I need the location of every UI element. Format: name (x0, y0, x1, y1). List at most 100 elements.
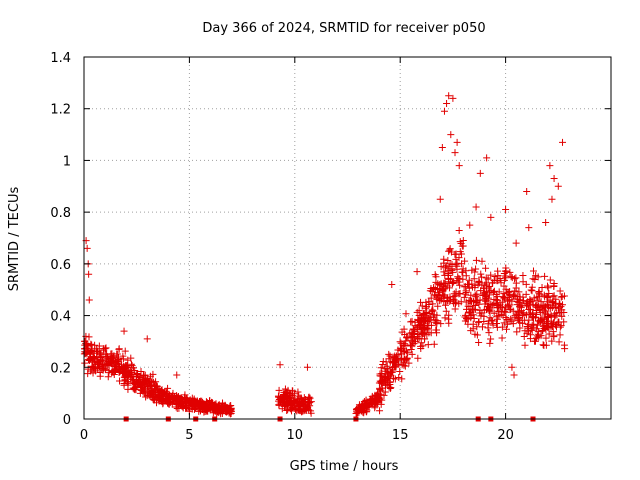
axis-ticks (83, 56, 611, 420)
data-point (548, 195, 556, 203)
data-point (129, 376, 137, 384)
data-point (132, 386, 140, 394)
data-point (386, 378, 394, 386)
data-point (430, 283, 438, 291)
data-point (534, 328, 542, 336)
data-point (471, 281, 479, 289)
data-point (550, 292, 558, 300)
data-point (493, 319, 501, 327)
data-point (493, 277, 501, 285)
data-point (159, 390, 167, 398)
data-point (133, 379, 141, 387)
data-point (515, 288, 523, 296)
data-point (105, 361, 113, 369)
data-points (80, 92, 569, 418)
data-point (96, 369, 104, 377)
data-point (444, 271, 452, 279)
data-point (136, 389, 144, 397)
data-point (413, 268, 421, 276)
data-point (398, 375, 406, 383)
data-point (424, 341, 432, 349)
data-point (474, 318, 482, 326)
data-point (471, 330, 479, 338)
data-point (471, 302, 479, 310)
data-point (277, 396, 285, 404)
data-point (294, 403, 302, 411)
data-point (121, 368, 129, 376)
data-point (502, 325, 510, 333)
data-point (462, 283, 470, 291)
data-point (85, 296, 93, 304)
data-point (84, 356, 92, 364)
data-point (158, 387, 166, 395)
data-point (544, 282, 552, 290)
data-point (388, 281, 396, 289)
data-point (276, 361, 284, 369)
data-point (451, 300, 459, 308)
data-point (470, 275, 478, 283)
data-point (115, 369, 123, 377)
data-point (95, 363, 103, 371)
data-point (521, 341, 529, 349)
data-point (429, 300, 437, 308)
data-point (555, 318, 563, 326)
y-tick-label: 1.2 (50, 103, 71, 118)
data-point (531, 302, 539, 310)
data-point (558, 292, 566, 300)
data-point (429, 307, 437, 315)
data-point (504, 293, 512, 301)
data-point (493, 323, 501, 331)
data-point (362, 397, 370, 405)
data-point (133, 371, 141, 379)
data-point (408, 336, 416, 344)
data-point (408, 350, 416, 358)
data-point (381, 388, 389, 396)
data-point (511, 275, 519, 283)
x-axis-label: GPS time / hours (290, 459, 399, 474)
data-point (554, 182, 562, 190)
data-point (408, 317, 416, 325)
data-point (302, 404, 310, 412)
data-point (418, 331, 426, 339)
data-point (519, 319, 527, 327)
data-point (544, 293, 552, 301)
data-point (486, 283, 494, 291)
data-point (456, 275, 464, 283)
data-point (407, 342, 415, 350)
data-point (395, 373, 403, 381)
data-point (140, 372, 148, 380)
data-point (465, 284, 473, 292)
data-point (388, 368, 396, 376)
data-point (451, 149, 459, 157)
data-point (414, 354, 422, 362)
data-point (115, 354, 123, 362)
data-point (468, 305, 476, 313)
data-point (529, 309, 537, 317)
data-point (87, 367, 95, 375)
data-point (445, 92, 453, 100)
data-point (479, 292, 487, 300)
data-point (124, 356, 132, 364)
data-point (402, 310, 410, 318)
data-point (522, 302, 530, 310)
data-point (178, 402, 186, 410)
data-point (500, 290, 508, 298)
data-point (468, 266, 476, 274)
y-tick-labels: 0 0.2 0.4 0.6 0.8 1 1.2 1.4 (50, 51, 71, 428)
data-point (471, 268, 479, 276)
data-point (461, 257, 469, 265)
data-point (473, 290, 481, 298)
y-tick-label: 0.8 (50, 206, 71, 221)
data-point (466, 221, 474, 229)
y-tick-label: 0 (63, 413, 71, 428)
data-point (455, 254, 463, 262)
data-point (202, 406, 210, 414)
data-point (475, 318, 483, 326)
data-point (294, 388, 302, 396)
data-point (444, 315, 452, 323)
data-point (494, 267, 502, 275)
data-point (121, 347, 129, 355)
x-tick-label: 20 (497, 428, 514, 443)
data-point (423, 318, 431, 326)
